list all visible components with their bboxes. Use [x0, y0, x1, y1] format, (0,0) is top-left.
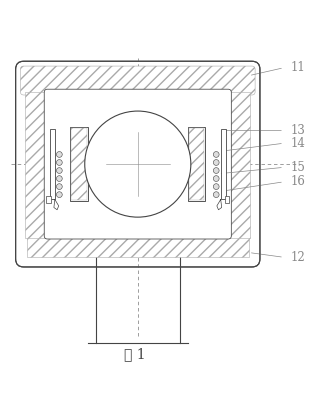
Text: 14: 14: [290, 137, 305, 150]
Circle shape: [213, 176, 219, 181]
Circle shape: [57, 184, 62, 190]
Text: 15: 15: [290, 161, 305, 174]
Text: 13: 13: [290, 124, 305, 137]
FancyBboxPatch shape: [21, 66, 255, 95]
Circle shape: [57, 160, 62, 166]
Bar: [189, 128, 204, 200]
Circle shape: [213, 192, 219, 198]
Bar: [70, 127, 88, 201]
Text: 12: 12: [290, 251, 305, 264]
Circle shape: [57, 192, 62, 198]
Circle shape: [57, 168, 62, 173]
Circle shape: [213, 160, 219, 166]
Text: 11: 11: [290, 61, 305, 74]
Bar: [50, 129, 55, 200]
FancyBboxPatch shape: [44, 89, 231, 239]
Bar: [46, 196, 51, 203]
Bar: [47, 214, 122, 238]
Bar: [27, 237, 249, 257]
Text: 图 1: 图 1: [124, 347, 146, 361]
Circle shape: [57, 176, 62, 181]
Circle shape: [85, 111, 191, 217]
Bar: [221, 129, 226, 200]
Circle shape: [213, 184, 219, 190]
Bar: [225, 196, 230, 203]
Bar: [227, 92, 250, 238]
FancyBboxPatch shape: [16, 61, 260, 267]
Circle shape: [213, 151, 219, 157]
Bar: [25, 92, 48, 238]
Bar: [154, 214, 229, 238]
Circle shape: [57, 151, 62, 157]
Circle shape: [213, 168, 219, 173]
Text: 16: 16: [290, 175, 305, 188]
Bar: [188, 127, 205, 201]
Bar: [71, 128, 87, 200]
